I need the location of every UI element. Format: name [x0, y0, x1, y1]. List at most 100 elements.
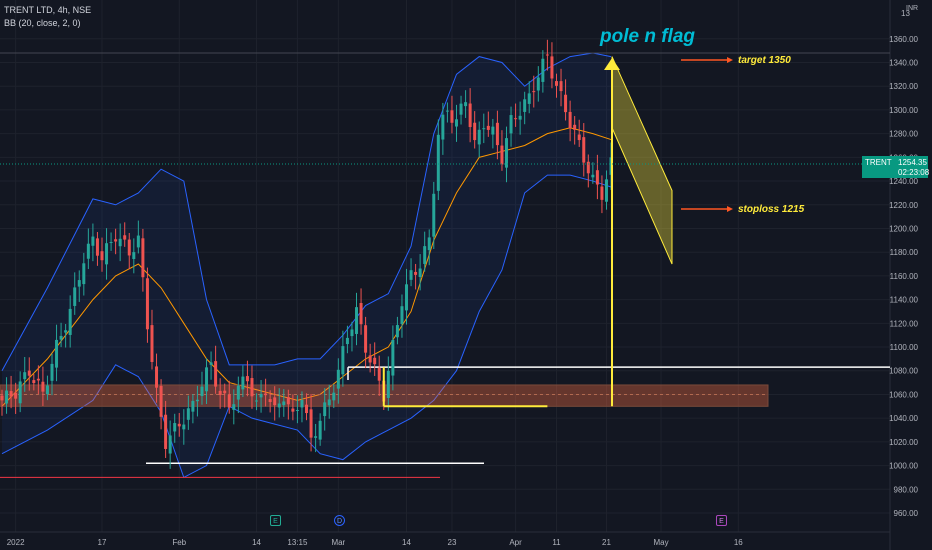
candle-body [123, 235, 127, 240]
x-tick-label: 14 [252, 538, 261, 547]
candle-body [255, 400, 259, 402]
price-tag-price: 1254.35 [898, 158, 927, 167]
candle-body [132, 252, 136, 259]
candle-body [186, 408, 190, 420]
candle-body [473, 122, 477, 141]
candle-body [36, 378, 40, 381]
candle-body [527, 93, 531, 104]
candle-body [0, 395, 4, 401]
candle-body [277, 403, 281, 408]
candle-body [232, 404, 236, 410]
candle-body [568, 111, 572, 129]
candle-body [127, 239, 131, 256]
y-tick-label: 1240.00 [889, 177, 918, 186]
candle-body [155, 366, 159, 388]
candle-body [545, 54, 549, 56]
target-annotation-text: target 1350 [738, 55, 791, 66]
candle-body [486, 125, 490, 130]
candle-body [604, 179, 608, 202]
candle-body [82, 263, 86, 285]
candle-body [241, 376, 245, 390]
candle-body [514, 118, 518, 120]
price-tag-countdown: 02:23:08 [898, 168, 930, 177]
x-tick-label: Feb [172, 538, 186, 547]
stoploss-arrow-head [727, 206, 733, 212]
candle-body [300, 400, 304, 408]
candle-body [41, 381, 45, 392]
earnings-event-icon[interactable]: E [270, 515, 281, 526]
bollinger-lower [1, 174, 612, 479]
flag-channel [611, 56, 673, 265]
candle-body [91, 236, 95, 246]
y-tick-label: 1020.00 [889, 438, 918, 447]
x-tick-label: Apr [509, 538, 522, 547]
candle-body [459, 103, 463, 115]
price-tag-symbol: TRENT [865, 158, 892, 167]
candle-body [455, 119, 458, 127]
candle-body [323, 402, 327, 417]
candle-body [268, 399, 272, 403]
candle-body [336, 369, 340, 389]
candle-body [14, 392, 18, 399]
candle-body [259, 394, 263, 398]
candle-body [536, 77, 540, 91]
candle-body [600, 186, 604, 200]
candle-body [468, 103, 472, 128]
candle-body [395, 325, 399, 338]
candle-body [18, 381, 22, 404]
candle-body [86, 243, 90, 259]
candle-body [332, 392, 336, 401]
candle-body [450, 110, 454, 123]
y-tick-label: 1100.00 [890, 343, 919, 352]
y-tick-label: 1360.00 [889, 35, 918, 44]
candle-body [495, 122, 499, 146]
candle-body [541, 58, 545, 82]
x-tick-label: 13:15 [287, 538, 308, 547]
candle-body [114, 239, 118, 242]
x-tick-label: 14 [402, 538, 411, 547]
candle-body [341, 346, 345, 375]
y-tick-label: 1180.00 [890, 248, 919, 257]
candle-body [145, 278, 149, 330]
dividend-event-icon[interactable]: D [334, 515, 345, 526]
symbol-legend[interactable]: TRENT LTD, 4h, NSE [4, 5, 92, 15]
candle-body [532, 91, 536, 93]
candle-body [5, 390, 9, 404]
candle-body [50, 363, 54, 381]
candle-body [182, 424, 186, 430]
candle-body [577, 134, 581, 141]
x-tick-label: 16 [734, 538, 743, 547]
candle-body [582, 137, 586, 163]
y-tick-label: 1220.00 [889, 201, 918, 210]
x-tick-label: 11 [552, 538, 561, 547]
candle-body [73, 287, 77, 306]
candle-body [27, 370, 31, 376]
y-tick-label: 960.00 [894, 509, 919, 518]
candle-body [150, 325, 154, 362]
y-tick-label: 1280.00 [889, 130, 918, 139]
y-tick-label: 1320.00 [889, 82, 918, 91]
candle-body [218, 390, 222, 396]
y-tick-label: 1080.00 [889, 367, 918, 376]
candle-body [286, 397, 290, 405]
candle-body [223, 390, 227, 394]
candle-body [55, 339, 59, 368]
earnings-event-icon-upcoming[interactable]: E [716, 515, 727, 526]
candle-body [364, 325, 368, 353]
candle-body [200, 386, 204, 397]
candle-body [373, 357, 377, 365]
indicator-legend[interactable]: BB (20, close, 2, 0) [4, 18, 81, 28]
candle-body [554, 81, 558, 86]
candle-body [209, 362, 213, 365]
candle-body [414, 271, 418, 275]
y-tick-label: 1340.00 [889, 59, 918, 68]
candle-body [523, 99, 527, 112]
candle-body [305, 404, 309, 414]
candle-body [250, 378, 254, 397]
candle-body [477, 129, 481, 145]
candle-body [355, 307, 359, 334]
candle-body [173, 423, 177, 432]
candle-body [405, 284, 409, 311]
y-tick-label: 980.00 [894, 485, 919, 494]
